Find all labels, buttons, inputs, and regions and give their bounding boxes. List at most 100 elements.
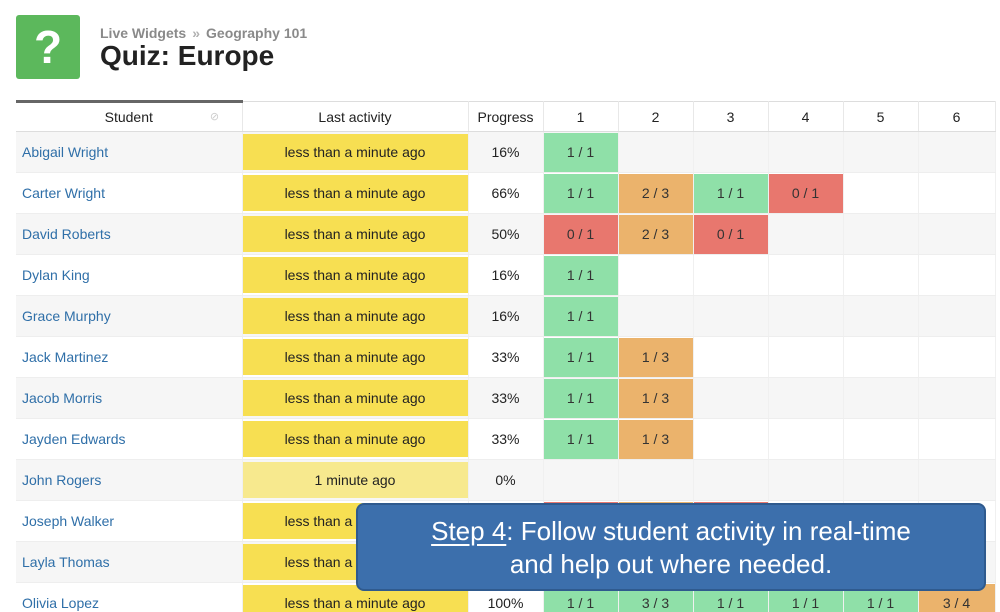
column-header-question-4[interactable]: 4 xyxy=(768,101,844,132)
question-2-score-cell xyxy=(618,459,694,501)
last-activity-badge: less than a minute ago xyxy=(242,339,468,375)
question-6-score-cell xyxy=(918,131,996,173)
question-1-score-cell[interactable]: 1 / 1 xyxy=(543,336,619,378)
student-name-link[interactable]: Layla Thomas xyxy=(16,541,243,583)
question-1-score-cell[interactable]: 1 / 1 xyxy=(543,377,619,419)
question-2-score-cell[interactable]: 2 / 3 xyxy=(618,213,694,255)
question-6-score-cell xyxy=(918,336,996,378)
question-2-score-cell[interactable]: 1 / 3 xyxy=(618,418,694,460)
progress-value: 16% xyxy=(468,131,544,173)
student-name-link[interactable]: Abigail Wright xyxy=(16,131,243,173)
callout-line-2: and help out where needed. xyxy=(509,549,833,579)
student-name-link[interactable]: David Roberts xyxy=(16,213,243,255)
last-activity-badge: less than a minute ago xyxy=(242,380,468,416)
question-3-score-cell[interactable]: 1 / 1 xyxy=(693,172,769,214)
question-5-score-cell xyxy=(843,377,919,419)
student-name-link[interactable]: Jack Martinez xyxy=(16,336,243,378)
question-6-score-cell xyxy=(918,254,996,296)
last-activity-cell: less than a minute ago xyxy=(242,336,469,378)
eye-off-icon[interactable]: ⊘ xyxy=(209,111,220,123)
question-1-score-cell[interactable]: 1 / 1 xyxy=(543,418,619,460)
progress-value: 50% xyxy=(468,213,544,255)
question-1-score-cell[interactable]: 0 / 1 xyxy=(543,213,619,255)
score-badge: 2 / 3 xyxy=(618,173,693,213)
callout-step-label: Step 4 xyxy=(431,516,507,546)
table-row: John Rogers 1 minute ago 0% xyxy=(16,459,996,501)
student-name-link[interactable]: Jacob Morris xyxy=(16,377,243,419)
question-3-score-cell[interactable]: 0 / 1 xyxy=(693,213,769,255)
question-6-score-cell xyxy=(918,377,996,419)
question-3-score-cell xyxy=(693,295,769,337)
question-4-score-cell[interactable]: 0 / 1 xyxy=(768,172,844,214)
progress-value: 0% xyxy=(468,459,544,501)
column-header-progress[interactable]: Progress xyxy=(468,101,544,132)
progress-value: 16% xyxy=(468,254,544,296)
question-6-score-cell xyxy=(918,213,996,255)
progress-value: 33% xyxy=(468,418,544,460)
column-header-last-activity[interactable]: Last activity xyxy=(242,101,469,132)
question-1-score-cell[interactable]: 1 / 1 xyxy=(543,254,619,296)
question-2-score-cell[interactable]: 1 / 3 xyxy=(618,377,694,419)
question-1-score-cell[interactable]: 1 / 1 xyxy=(543,131,619,173)
score-badge: 1 / 3 xyxy=(618,419,693,459)
score-badge: 0 / 1 xyxy=(693,214,768,254)
question-5-score-cell xyxy=(843,213,919,255)
breadcrumb: Live Widgets » Geography 101 xyxy=(100,25,307,41)
question-4-score-cell xyxy=(768,131,844,173)
last-activity-badge: less than a minute ago xyxy=(242,175,468,211)
last-activity-cell: less than a minute ago xyxy=(242,295,469,337)
question-mark-icon: ? xyxy=(16,15,80,79)
column-header-question-5[interactable]: 5 xyxy=(843,101,919,132)
question-5-score-cell xyxy=(843,172,919,214)
student-name-link[interactable]: Dylan King xyxy=(16,254,243,296)
last-activity-badge: less than a minute ago xyxy=(242,298,468,334)
question-1-score-cell[interactable]: 1 / 1 xyxy=(543,172,619,214)
table-row: Carter Wright less than a minute ago 66% 1 … xyxy=(16,172,996,214)
table-body: Abigail Wright less than a minute ago 16% 1… xyxy=(16,131,996,612)
question-4-score-cell xyxy=(768,295,844,337)
question-3-score-cell xyxy=(693,131,769,173)
breadcrumb-item-live-widgets[interactable]: Live Widgets xyxy=(100,25,187,41)
table-header-row: Student ⊘ Last activity Progress 1 2 3 4 … xyxy=(16,100,996,132)
student-name-link[interactable]: Jayden Edwards xyxy=(16,418,243,460)
breadcrumb-item-course[interactable]: Geography 101 xyxy=(206,25,308,41)
last-activity-cell: less than a minute ago xyxy=(242,254,469,296)
callout-line-1: Step 4: Follow student activity in real-… xyxy=(431,516,911,546)
question-4-score-cell xyxy=(768,254,844,296)
score-badge: 1 / 1 xyxy=(543,255,618,295)
column-header-student[interactable]: Student ⊘ xyxy=(16,100,243,132)
score-badge: 1 / 1 xyxy=(543,337,618,377)
question-2-score-cell[interactable]: 2 / 3 xyxy=(618,172,694,214)
question-1-score-cell[interactable]: 1 / 1 xyxy=(543,295,619,337)
score-badge: 1 / 3 xyxy=(618,337,693,377)
last-activity-cell: less than a minute ago xyxy=(242,377,469,419)
question-2-score-cell xyxy=(618,131,694,173)
score-badge: 1 / 1 xyxy=(543,378,618,418)
page-title: Quiz: Europe xyxy=(100,40,275,71)
column-header-question-3[interactable]: 3 xyxy=(693,101,769,132)
column-header-question-1[interactable]: 1 xyxy=(543,101,619,132)
last-activity-badge: less than a minute ago xyxy=(242,257,468,293)
last-activity-cell: less than a minute ago xyxy=(242,213,469,255)
table-row: Abigail Wright less than a minute ago 16% 1… xyxy=(16,131,996,173)
table-row: Jayden Edwards less than a minute ago 33% 1… xyxy=(16,418,996,460)
question-2-score-cell xyxy=(618,254,694,296)
column-header-question-6[interactable]: 6 xyxy=(918,101,996,132)
student-name-link[interactable]: Joseph Walker xyxy=(16,500,243,542)
breadcrumb-separator: » xyxy=(192,25,201,41)
column-header-question-2[interactable]: 2 xyxy=(618,101,694,132)
question-3-score-cell xyxy=(693,418,769,460)
question-4-score-cell xyxy=(768,418,844,460)
question-4-score-cell xyxy=(768,459,844,501)
student-name-link[interactable]: Grace Murphy xyxy=(16,295,243,337)
question-3-score-cell xyxy=(693,254,769,296)
student-name-link[interactable]: John Rogers xyxy=(16,459,243,501)
question-6-score-cell xyxy=(918,172,996,214)
question-5-score-cell xyxy=(843,131,919,173)
question-2-score-cell[interactable]: 1 / 3 xyxy=(618,336,694,378)
last-activity-cell: less than a minute ago xyxy=(242,172,469,214)
last-activity-cell: less than a minute ago xyxy=(242,582,469,612)
question-5-score-cell xyxy=(843,336,919,378)
student-name-link[interactable]: Carter Wright xyxy=(16,172,243,214)
student-name-link[interactable]: Olivia Lopez xyxy=(16,582,243,612)
